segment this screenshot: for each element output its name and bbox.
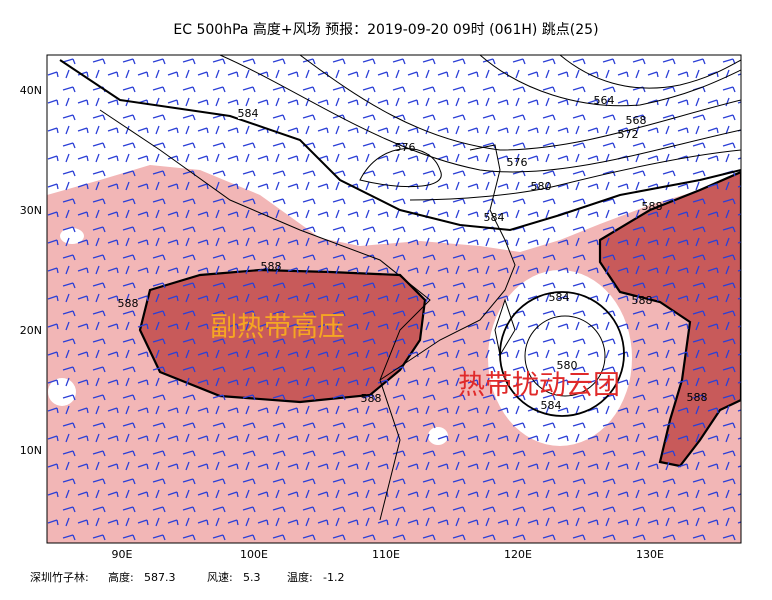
contour-label: 564 — [594, 94, 615, 107]
contour-label: 584 — [238, 107, 259, 120]
lon-label: 120E — [504, 548, 532, 561]
lon-label: 90E — [112, 548, 133, 561]
contour-label: 588 — [687, 391, 708, 404]
lat-label: 40N — [20, 84, 42, 97]
contour-label: 568 — [626, 114, 647, 127]
footer-label: 风速: — [207, 571, 233, 584]
footer-label: 温度: — [287, 570, 313, 584]
footer-value: -1.2 — [323, 571, 344, 584]
lat-label: 20N — [20, 324, 42, 337]
annotation: 副热带高压 — [210, 312, 345, 343]
contour-label: 588 — [642, 200, 663, 213]
contour-label: 584 — [484, 211, 505, 224]
contour-label: 584 — [541, 399, 562, 412]
contour-label: 580 — [557, 359, 578, 372]
lat-label: 10N — [20, 444, 42, 457]
annotation: 热带扰动云团 — [458, 370, 620, 401]
lon-axis: 90E 100E 110E 120E 130E — [112, 548, 664, 561]
contour-label: 588 — [361, 392, 382, 405]
lon-label: 110E — [372, 548, 400, 561]
map-area: 584 576 576 564 568 572 580 584 588 588 … — [47, 55, 741, 543]
lat-axis: 40N 30N 20N 10N — [20, 84, 42, 457]
lon-label: 100E — [240, 548, 268, 561]
contour-label: 588 — [261, 260, 282, 273]
lon-label: 130E — [636, 548, 664, 561]
contour-label: 572 — [618, 128, 639, 141]
footer-value: 5.3 — [243, 571, 261, 584]
contour-label: 576 — [395, 141, 416, 154]
footer-label: 高度: — [108, 570, 134, 584]
coastline — [99, 109, 516, 521]
contour-label: 576 — [507, 156, 528, 169]
contour-label: 580 — [531, 180, 552, 193]
footer-value: 587.3 — [144, 571, 176, 584]
wind-barbs — [47, 55, 741, 543]
frame — [46, 54, 742, 544]
lat-label: 30N — [20, 204, 42, 217]
contours — [59, 55, 741, 417]
contour-label: 588 — [632, 294, 653, 307]
footer-station: 深圳竹子林: — [30, 570, 89, 584]
map-title: EC 500hPa 高度+风场 预报：2019-09-20 09时 (061H)… — [173, 21, 598, 38]
contour-label: 584 — [549, 291, 570, 304]
contour-label: 588 — [118, 297, 139, 310]
footer: 深圳竹子林: 高度: 587.3 风速: 5.3 温度: -1.2 — [30, 570, 344, 584]
